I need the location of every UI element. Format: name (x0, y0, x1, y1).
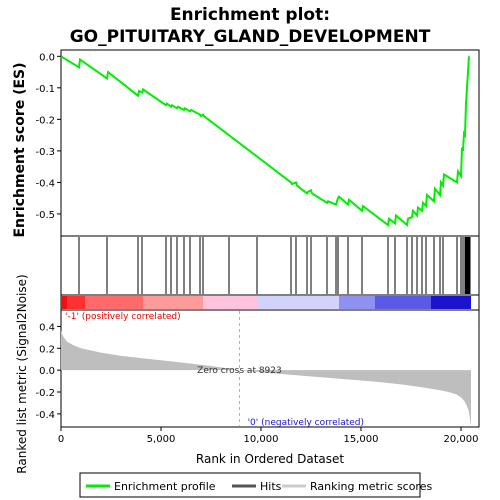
x-tick-label: 0 (58, 434, 64, 445)
metric-y-tick-label: 0.0 (39, 366, 55, 377)
legend-hits-label: Hits (260, 480, 282, 493)
heatmap-band (257, 296, 339, 309)
heatmap-band (339, 296, 375, 309)
metric-y-axis: 0.4 0.2 0.0 -0.2 -0.4 (35, 322, 61, 421)
zero-cross-label: Zero cross at 8923 (197, 366, 282, 376)
es-plot-frame (60, 49, 480, 237)
hits-frame (60, 235, 480, 296)
metric-y-tick-label: 0.2 (39, 344, 55, 355)
negative-correlation-label: '0' (negatively correlated) (248, 418, 364, 428)
es-y-axis: 0.0 -0.1 -0.2 -0.3 -0.4 -0.5 (35, 52, 61, 221)
heatmap-band (85, 296, 143, 309)
hits-panel (60, 235, 480, 296)
es-y-tick-label: -0.4 (35, 178, 55, 189)
rank-heatmap-panel (60, 294, 480, 311)
x-tick-label: 10,000 (244, 434, 279, 445)
es-y-tick-label: -0.1 (35, 84, 55, 95)
metric-y-tick-label: -0.4 (35, 410, 55, 421)
rank-heatmap-bar (61, 296, 471, 309)
enrichment-profile-line (60, 55, 470, 227)
heatmap-band (61, 296, 67, 309)
es-y-tick-label: -0.3 (35, 147, 55, 158)
es-y-axis-title: Enrichment score (ES) (12, 62, 28, 237)
es-y-tick-label: 0.0 (39, 52, 55, 63)
legend-metric-label: Ranking metric scores (310, 480, 432, 493)
heatmap-band (203, 296, 257, 309)
x-tick-label: 15,000 (344, 434, 379, 445)
x-tick-label: 5,000 (147, 434, 176, 445)
heatmap-band (67, 296, 85, 309)
heatmap-band (431, 296, 471, 309)
es-y-tick-label: -0.5 (35, 210, 55, 221)
x-tick-label: 20,000 (444, 434, 479, 445)
heatmap-band (143, 296, 203, 309)
x-axis: 0 5,000 10,000 15,000 20,000 (58, 427, 479, 445)
metric-y-axis-title: Ranked list metric (Signal2Noise) (15, 274, 29, 473)
heatmap-band (375, 296, 431, 309)
es-y-tick-label: -0.2 (35, 115, 55, 126)
x-axis-title: Rank in Ordered Dataset (196, 452, 344, 466)
chart-title-line2: GO_PITUITARY_GLAND_DEVELOPMENT (70, 27, 431, 47)
metric-y-tick-label: -0.2 (35, 388, 55, 399)
hits-markers (78, 237, 471, 294)
ranking-metric-area (61, 330, 471, 427)
metric-panel: 0.4 0.2 0.0 -0.2 -0.4 Zero cross at 8923 '-1… (15, 274, 480, 474)
metric-y-tick-label: 0.4 (39, 322, 55, 333)
es-panel: 0.0 -0.1 -0.2 -0.3 -0.4 -0.5 Enrichment score… (12, 49, 480, 238)
legend-profile-label: Enrichment profile (114, 480, 216, 493)
positive-correlation-label: '-1' (positively correlated) (65, 312, 181, 322)
chart-title-line1: Enrichment plot: (170, 5, 330, 25)
legend: Enrichment profile Hits Ranking metric s… (79, 472, 432, 498)
